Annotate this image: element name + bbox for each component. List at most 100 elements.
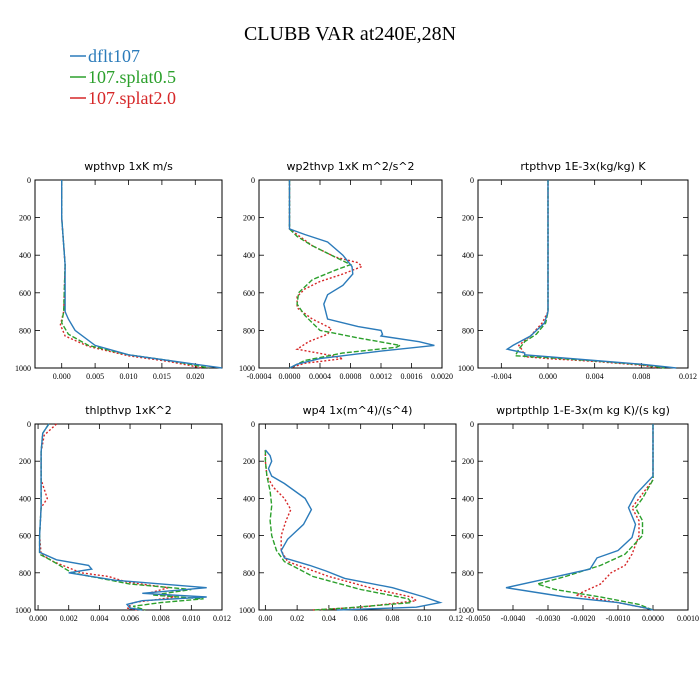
y-tick-label: 1000: [458, 364, 474, 373]
y-tick-label: 0: [470, 176, 474, 185]
x-tick-label: 0.010: [120, 372, 138, 381]
series-line-107.splat2.0: [517, 180, 659, 369]
x-tick-label: -0.0010: [606, 614, 631, 623]
y-tick-label: 600: [19, 532, 31, 541]
y-tick-label: 800: [243, 326, 255, 335]
series-line-dflt107: [38, 423, 207, 611]
figure-title: CLUBB VAR at240E,28N: [244, 23, 456, 45]
y-tick-label: 200: [462, 457, 474, 466]
legend-label-0: dflt107: [88, 46, 140, 66]
series-line-107.splat0.5: [534, 424, 654, 611]
panel-title: rtpthvp 1E-3x(kg/kg) K: [520, 160, 646, 173]
series-line-107.splat0.5: [38, 423, 204, 611]
series-line-dflt107: [61, 180, 223, 369]
legend-label-1: 107.splat0.5: [88, 67, 176, 87]
x-tick-label: 0.00: [258, 614, 272, 623]
series-line-107.splat2.0: [573, 424, 654, 611]
x-tick-label: 0.06: [354, 614, 368, 623]
series-line-107.splat0.5: [514, 180, 665, 369]
y-tick-label: 600: [462, 289, 474, 298]
x-tick-label: 0.005: [86, 372, 104, 381]
x-tick-label: 0.020: [186, 372, 204, 381]
series-line-dflt107: [505, 424, 654, 611]
panel-title: wp2thvp 1xK m^2/s^2: [286, 160, 414, 173]
x-tick-label: 0.000: [539, 372, 557, 381]
y-tick-label: 800: [243, 569, 255, 578]
x-tick-label: 0.0004: [309, 372, 331, 381]
legend-item-1: 107.splat0.5: [70, 67, 176, 87]
series-line-dflt107: [505, 180, 677, 369]
y-tick-label: 1000: [15, 364, 31, 373]
plot-frame: [258, 179, 443, 369]
series-line-107.splat2.0: [264, 450, 419, 611]
x-tick-label: 0.015: [153, 372, 171, 381]
y-tick-label: 0: [251, 420, 255, 429]
plot-frame: [477, 423, 689, 611]
x-tick-label: 0.0016: [401, 372, 423, 381]
y-tick-label: 400: [19, 494, 31, 503]
series-line-107.splat0.5: [60, 180, 209, 369]
x-tick-label: 0.004: [586, 372, 604, 381]
x-tick-label: -0.0030: [536, 614, 561, 623]
x-tick-label: -0.0004: [247, 372, 272, 381]
panel-0: wpthvp 1xK m/s 0 200 400 600 800 1000 0.000 0.00…: [15, 160, 223, 381]
x-tick-label: -0.0020: [571, 614, 596, 623]
x-tick-label: 0.0008: [340, 372, 362, 381]
plot-frame: [34, 423, 223, 611]
x-tick-label: 0.12: [449, 614, 463, 623]
y-tick-label: 800: [19, 569, 31, 578]
x-tick-label: 0.0000: [279, 372, 301, 381]
x-tick-label: 0.02: [290, 614, 304, 623]
panel-title: wpthvp 1xK m/s: [84, 160, 173, 173]
panel-1: wp2thvp 1xK m^2/s^2 0 200 400 600 800 1000-0.0…: [239, 160, 453, 381]
plot-frame: [477, 179, 689, 369]
y-tick-label: 600: [462, 532, 474, 541]
series-line-dflt107: [264, 449, 443, 611]
plot-frame: [258, 423, 457, 611]
plot-frame: [34, 179, 223, 369]
x-tick-label: 0.0012: [370, 372, 392, 381]
y-tick-label: 200: [19, 214, 31, 223]
y-tick-label: 0: [251, 176, 255, 185]
y-tick-label: 400: [462, 494, 474, 503]
y-tick-label: 200: [462, 214, 474, 223]
x-tick-label: -0.0050: [466, 614, 491, 623]
x-tick-label: -0.0040: [501, 614, 526, 623]
y-tick-label: 800: [462, 569, 474, 578]
x-tick-label: -0.004: [491, 372, 512, 381]
y-tick-label: 0: [470, 420, 474, 429]
x-tick-label: 0.08: [385, 614, 399, 623]
x-tick-label: 0.012: [213, 614, 231, 623]
y-tick-label: 600: [243, 289, 255, 298]
panel-2: rtpthvp 1E-3x(kg/kg) K 0 200 400 600 800 1000 -…: [458, 160, 697, 381]
y-tick-label: 0: [27, 420, 31, 429]
panel-title: wprtpthlp 1-E-3x(m kg K)/(s kg): [496, 404, 670, 417]
x-tick-label: 0.0010: [677, 614, 699, 623]
series-line-107.splat2.0: [38, 423, 177, 611]
x-tick-label: 0.008: [632, 372, 650, 381]
x-tick-label: 0.000: [29, 614, 47, 623]
y-tick-label: 200: [243, 457, 255, 466]
y-tick-label: 400: [19, 251, 31, 260]
series-line-107.splat2.0: [59, 180, 203, 369]
legend: dflt107 107.splat0.5 107.splat2.0: [70, 46, 176, 108]
y-tick-label: 0: [27, 176, 31, 185]
y-tick-label: 1000: [239, 606, 255, 615]
y-tick-label: 200: [19, 457, 31, 466]
panel-title: wp4 1x(m^4)/(s^4): [303, 404, 413, 417]
y-tick-label: 600: [243, 532, 255, 541]
x-tick-label: 0.002: [60, 614, 78, 623]
x-tick-label: 0.012: [679, 372, 697, 381]
x-tick-label: 0.10: [417, 614, 431, 623]
x-tick-label: 0.006: [121, 614, 139, 623]
x-tick-label: 0.010: [182, 614, 200, 623]
y-tick-label: 400: [243, 494, 255, 503]
y-tick-label: 1000: [239, 364, 255, 373]
legend-item-0: dflt107: [70, 46, 140, 66]
y-tick-label: 600: [19, 289, 31, 298]
legend-item-2: 107.splat2.0: [70, 88, 176, 108]
y-tick-label: 1000: [15, 606, 31, 615]
